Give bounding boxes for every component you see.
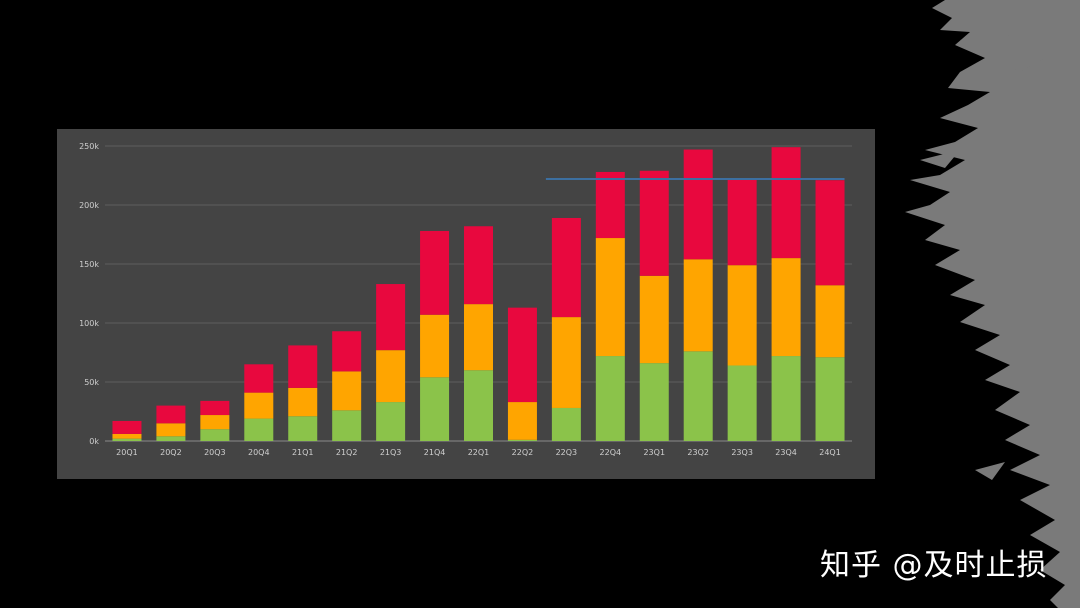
bar-segment-3 [639, 170, 669, 276]
bar-segment-1 [376, 402, 406, 441]
bar-segment-1 [464, 370, 493, 441]
bar-segment-2 [595, 238, 625, 357]
bar-segment-1 [727, 365, 757, 441]
bar-segment-1 [332, 410, 362, 441]
bar-segment-3 [200, 400, 230, 416]
bar-segment-3 [551, 217, 581, 318]
bar-segment-2 [771, 258, 801, 357]
x-tick-label: 21Q2 [336, 448, 358, 457]
bar-segment-1 [815, 357, 845, 441]
bar-segment-3 [507, 307, 537, 403]
bar-segment-2 [244, 392, 274, 419]
bar-segment-1 [200, 429, 230, 441]
bar-segment-1 [595, 356, 625, 441]
x-tick-label: 20Q3 [204, 448, 226, 457]
bar-segment-2 [420, 314, 450, 378]
bar-segment-3 [727, 179, 757, 266]
bar-segment-2 [112, 433, 142, 439]
bar-segment-2 [200, 415, 230, 430]
bar-segment-3 [420, 230, 450, 315]
y-tick-label: 0k [89, 437, 99, 446]
bar-segment-1 [551, 407, 581, 441]
x-tick-label: 21Q4 [424, 448, 446, 457]
x-tick-label: 20Q2 [160, 448, 182, 457]
x-tick-label: 21Q3 [380, 448, 402, 457]
x-tick-label: 22Q1 [468, 448, 490, 457]
x-tick-label: 22Q3 [556, 448, 578, 457]
x-tick-label: 20Q4 [248, 448, 270, 457]
bar-segment-2 [156, 423, 186, 437]
bar-segment-3 [288, 345, 318, 388]
bar-segment-2 [376, 350, 406, 403]
bar-segment-2 [507, 402, 537, 440]
bar-segment-2 [551, 317, 581, 408]
y-tick-label: 200k [79, 201, 99, 210]
x-tick-label: 23Q1 [643, 448, 665, 457]
watermark-text: 知乎 @及时止损 [820, 548, 1048, 583]
bar-segment-1 [156, 436, 186, 441]
chart-panel: 0k 50k 100k 150k 200k 250k 20Q1 20Q2 20Q3 20Q4 21Q… [57, 129, 875, 479]
x-tick-label: 23Q4 [775, 448, 797, 457]
bar-segment-3 [815, 180, 845, 286]
bar-segment-1 [639, 363, 669, 441]
bar-segment-2 [288, 387, 318, 417]
x-tick-label: 23Q3 [731, 448, 753, 457]
bar-segment-3 [771, 147, 801, 259]
bar-segment-3 [332, 331, 362, 372]
x-tick-label: 21Q1 [292, 448, 314, 457]
bar-segment-1 [683, 351, 713, 441]
y-tick-label: 250k [79, 142, 99, 151]
bar-segment-3 [595, 171, 625, 239]
x-tick-label: 22Q2 [512, 448, 534, 457]
bar-segment-3 [683, 149, 713, 260]
bar-segment-3 [156, 405, 186, 424]
bar-segment-3 [244, 364, 274, 393]
bar-segment-2 [332, 371, 362, 411]
bar-segment-2 [639, 275, 669, 364]
bar-segment-1 [244, 418, 274, 441]
bar-segment-3 [376, 284, 406, 351]
stacked-bar-chart: 0k 50k 100k 150k 200k 250k 20Q1 20Q2 20Q3 20Q4 21Q… [79, 142, 852, 457]
bar-segment-1 [420, 377, 450, 441]
y-tick-label: 150k [79, 260, 99, 269]
bar-segment-1 [288, 416, 318, 441]
bar-segment-1 [112, 438, 142, 441]
bar-segment-2 [815, 285, 845, 358]
bar-segment-2 [683, 259, 713, 352]
x-tick-label: 24Q1 [819, 448, 841, 457]
bar-segment-2 [727, 265, 757, 366]
x-tick-label: 23Q2 [687, 448, 709, 457]
bar-segment-3 [112, 420, 142, 434]
y-tick-label: 100k [79, 319, 99, 328]
bar-segment-3 [464, 226, 493, 305]
bar-segment-2 [464, 304, 493, 371]
y-tick-label: 50k [84, 378, 99, 387]
x-tick-label: 20Q1 [116, 448, 138, 457]
bar-segment-1 [507, 439, 537, 441]
bar-segment-1 [771, 356, 801, 441]
x-tick-label: 22Q4 [600, 448, 622, 457]
